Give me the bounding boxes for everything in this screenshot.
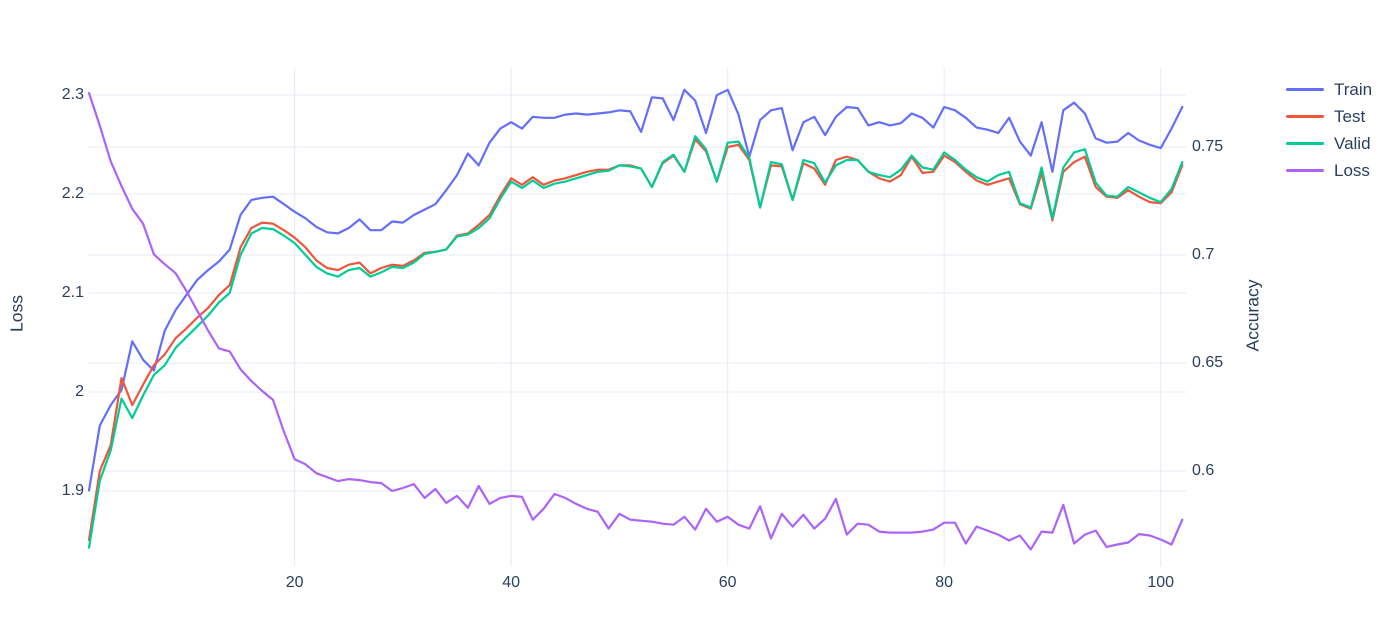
x-tick-label: 60 — [719, 574, 737, 591]
legend-label: Valid — [1334, 134, 1371, 153]
left-tick-label: 2.3 — [62, 86, 84, 103]
left-tick-label: 2.2 — [62, 185, 84, 202]
loss-line — [87, 91, 1184, 551]
legend-item-test[interactable]: Test — [1286, 103, 1372, 130]
left-tick-label: 2 — [75, 383, 84, 400]
legend-line-swatch — [1286, 115, 1324, 118]
right-tick-label: 0.65 — [1192, 354, 1223, 371]
legend-line-swatch — [1286, 88, 1324, 91]
legend-line-swatch — [1286, 169, 1324, 172]
right-axis-title: Accuracy — [1242, 279, 1263, 352]
x-tick-label: 80 — [935, 574, 953, 591]
x-tick-label: 100 — [1147, 574, 1174, 591]
legend-label: Loss — [1334, 161, 1370, 180]
legend-label: Train — [1334, 80, 1373, 99]
left-axis-title: Loss — [6, 295, 27, 332]
legend-item-valid[interactable]: Valid — [1286, 130, 1372, 157]
left-tick-label: 1.9 — [62, 482, 84, 499]
legend: Train Test Valid Loss — [1286, 76, 1372, 184]
legend-item-loss[interactable]: Loss — [1286, 157, 1372, 184]
right-tick-label: 0.75 — [1192, 138, 1223, 155]
left-tick-label: 2.1 — [62, 284, 84, 301]
legend-item-train[interactable]: Train — [1286, 76, 1372, 103]
x-tick-label: 20 — [286, 574, 304, 591]
x-tick-label: 40 — [502, 574, 520, 591]
valid-line — [87, 135, 1184, 549]
right-tick-label: 0.6 — [1192, 462, 1214, 479]
train-line — [87, 88, 1184, 492]
legend-line-swatch — [1286, 142, 1324, 145]
right-tick-label: 0.7 — [1192, 246, 1214, 263]
legend-label: Test — [1334, 107, 1366, 126]
